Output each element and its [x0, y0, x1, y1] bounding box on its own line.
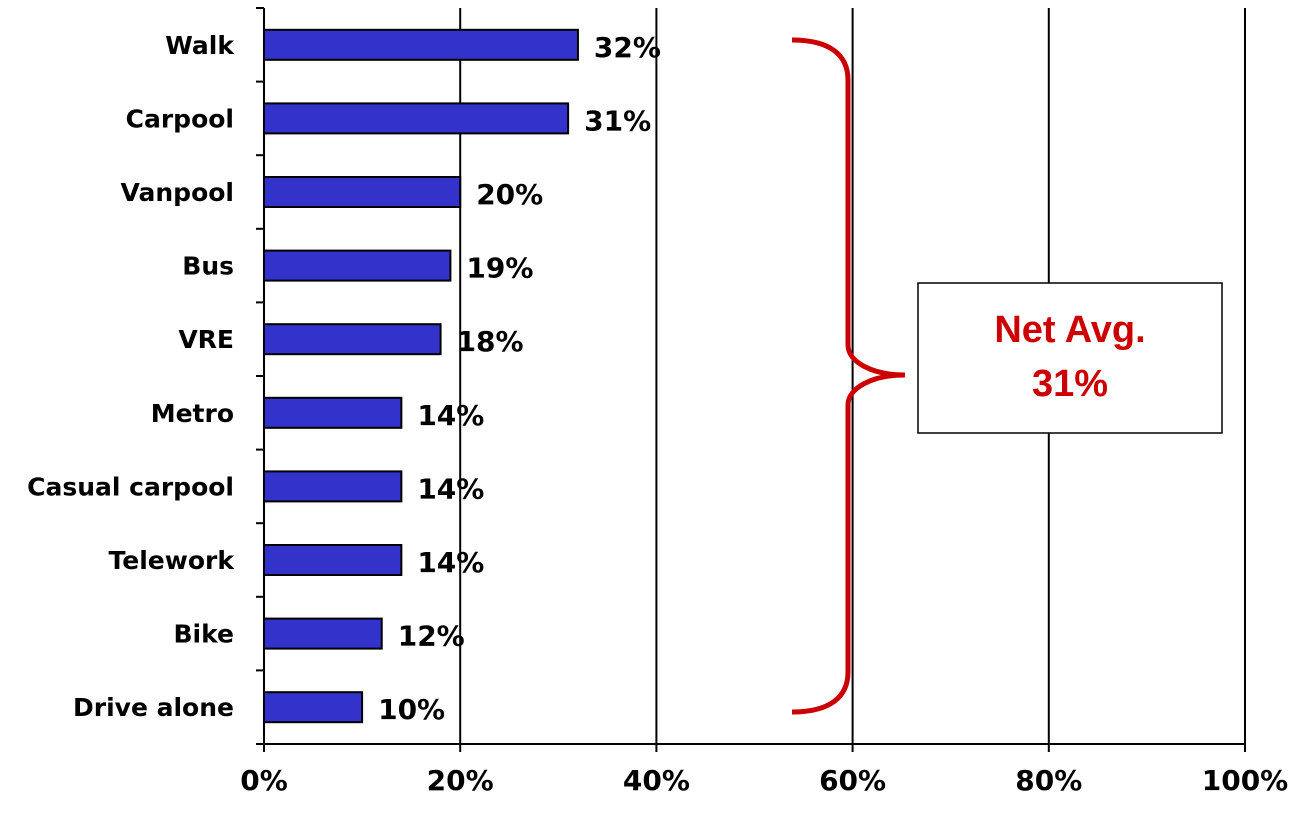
data-label: 10% [378, 693, 445, 726]
bars [263, 28, 579, 724]
x-tick-label: 40% [623, 764, 690, 797]
data-label: 19% [466, 252, 533, 285]
x-tick-label: 0% [240, 764, 288, 797]
bar [263, 249, 452, 282]
category-label: Vanpool [121, 178, 234, 207]
data-label: 14% [417, 472, 484, 505]
data-label: 12% [398, 620, 465, 653]
net-average-brace [791, 37, 906, 715]
net-average-label: Net Avg. [994, 309, 1145, 351]
category-label: Bus [182, 252, 234, 281]
bar [263, 102, 570, 135]
data-label: 14% [417, 399, 484, 432]
category-labels: Walk Carpool Vanpool Bus VRE Metro Casual carp… [27, 31, 235, 722]
axes [256, 7, 1246, 752]
category-label: Carpool [126, 104, 234, 133]
bar [263, 617, 383, 650]
category-label: Walk [165, 31, 235, 60]
category-label: Drive alone [73, 693, 234, 722]
category-label: VRE [178, 325, 234, 354]
data-label: 18% [457, 325, 524, 358]
data-label: 32% [594, 31, 661, 64]
value-labels: 32% 31% 20% 19% 18% 14% 14% 14% 12% 10% [378, 31, 661, 726]
data-label: 14% [417, 546, 484, 579]
x-tick-label: 80% [1015, 764, 1082, 797]
x-tick-label: 60% [819, 764, 886, 797]
category-label: Casual carpool [27, 472, 234, 501]
data-label: 20% [476, 178, 543, 211]
gridlines [459, 8, 1246, 744]
bar [263, 396, 403, 429]
x-tick-label: 100% [1202, 764, 1289, 797]
category-label: Metro [151, 399, 234, 428]
bar [263, 323, 442, 356]
net-average-value: 31% [1032, 363, 1108, 405]
bar [263, 470, 403, 503]
bar [263, 28, 579, 61]
data-label: 31% [584, 104, 651, 137]
net-average-box [917, 282, 1223, 434]
bar [263, 544, 403, 576]
bar [263, 176, 462, 208]
category-label: Bike [173, 620, 234, 649]
bar [263, 691, 364, 724]
category-label: Telework [109, 546, 236, 575]
x-tick-labels: 0% 20% 40% 60% 80% 100% [240, 764, 1288, 797]
x-tick-label: 20% [427, 764, 494, 797]
